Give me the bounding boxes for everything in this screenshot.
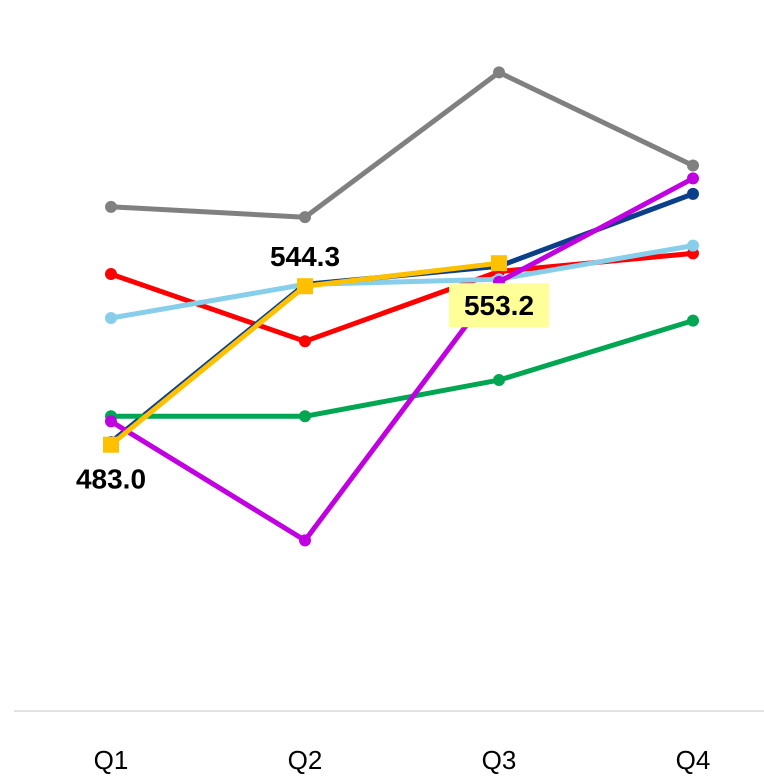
series-1 <box>105 66 699 224</box>
series-7 <box>103 255 507 453</box>
series-1-point-q4 <box>687 159 699 172</box>
data-label-text: 544.3 <box>270 241 340 272</box>
data-label-text: 483.0 <box>76 464 146 495</box>
series-1-point-q3 <box>493 66 505 79</box>
data-label-1: 483.0 <box>76 464 146 495</box>
series-5-point-q2 <box>299 410 311 423</box>
series-2-point-q1 <box>105 268 117 281</box>
series-7-point-q3 <box>491 255 507 272</box>
data-label-highlight <box>449 283 549 328</box>
data-label-layer: 483.0 544.3 553.2 <box>76 241 549 495</box>
series-3-point-q4 <box>687 239 699 252</box>
x-tick-label-q3: Q3 <box>482 745 517 775</box>
series-6-point-q2 <box>299 534 311 547</box>
series-3 <box>105 239 699 325</box>
x-axis-tick-labels: Q1 Q2 Q3 Q4 <box>94 745 711 775</box>
series-5-point-q4 <box>687 314 699 327</box>
series-1-point-q2 <box>299 211 311 224</box>
series-5-line <box>108 318 696 419</box>
x-tick-label-q2: Q2 <box>288 745 323 775</box>
series-5-point-q3 <box>493 374 505 387</box>
series-5 <box>105 314 699 423</box>
series-6-point-q4 <box>687 172 699 185</box>
data-label-text: 553.2 <box>464 290 534 321</box>
series-2-point-q2 <box>299 335 311 348</box>
data-label-2: 544.3 <box>270 241 340 272</box>
series-1-point-q1 <box>105 200 117 213</box>
series-1-line <box>108 69 696 220</box>
series-layer <box>103 66 699 547</box>
data-label-3: 553.2 <box>449 283 549 328</box>
series-3-point-q1 <box>105 312 117 325</box>
series-6 <box>105 172 699 547</box>
series-7-point-q1 <box>103 436 119 453</box>
series-4-point-q4 <box>687 187 699 200</box>
series-7-point-q2 <box>297 278 313 295</box>
series-6-line <box>108 175 696 543</box>
x-tick-label-q4: Q4 <box>676 745 711 775</box>
series-3-line <box>108 243 696 321</box>
x-tick-label-q1: Q1 <box>94 745 129 775</box>
series-6-point-q1 <box>105 415 117 428</box>
series-2-line <box>108 250 696 344</box>
series-4-line <box>108 191 696 445</box>
